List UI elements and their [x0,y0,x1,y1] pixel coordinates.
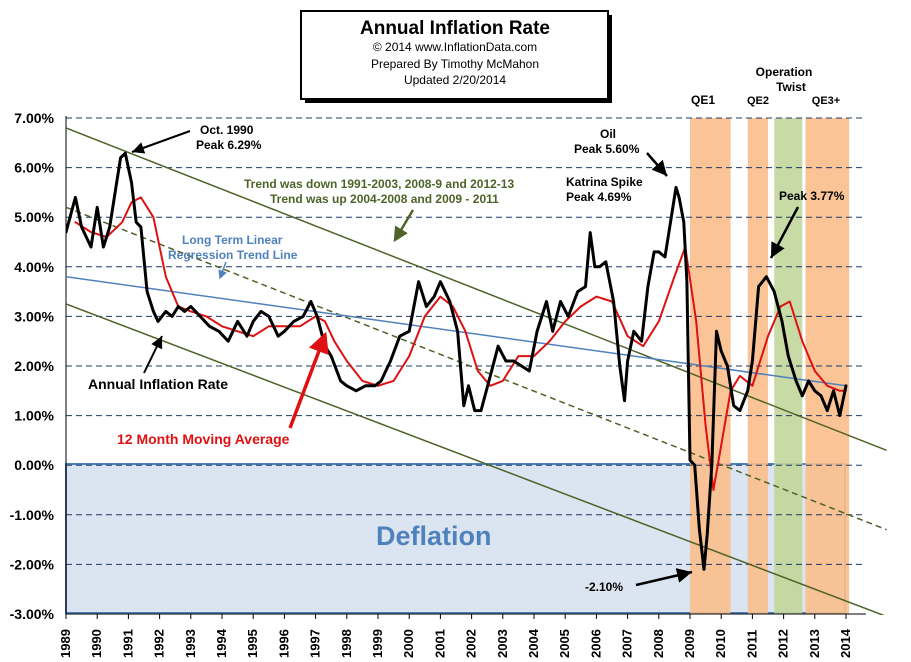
x-tick-label: 1989 [58,629,73,658]
x-tick-label: 1991 [120,629,135,658]
y-tick-label: 4.00% [14,259,54,275]
x-tick-label: 1997 [308,629,323,658]
y-tick-label: 3.00% [14,308,54,324]
y-tick-label: 0.00% [14,457,54,473]
oil-peak-label: Peak 5.60% [574,142,640,156]
oil-label: Oil [600,127,616,141]
annual-series-arrow [143,335,163,374]
x-tick-label: 1995 [245,629,260,658]
x-tick-label: 1996 [276,629,291,658]
trend-note-2: Trend was up 2004-2008 and 2009 - 2011 [270,192,499,206]
y-tick-label: 6.00% [14,160,54,176]
y-tick-label: -3.00% [10,606,55,622]
regression-label-1: Long Term Linear [182,233,283,247]
x-tick-label: 2000 [401,629,416,658]
moving-avg-arrow [288,331,329,429]
katrina-label: Katrina Spike [566,175,643,189]
x-tick-label: 2004 [526,628,541,658]
y-tick-label: -1.00% [10,507,55,523]
moving-avg-label: 12 Month Moving Average [117,431,290,447]
x-tick-label: 1993 [183,629,198,658]
x-tick-label: 2001 [432,629,447,658]
op-twist-label-2: Twist [776,80,806,94]
trough-arrow [635,568,693,587]
x-tick-label: 1999 [370,629,385,658]
qe2-label: QE2 [747,95,769,107]
chart-copyright: © 2014 www.InflationData.com [373,40,537,54]
op-twist-label-1: Operation [756,65,813,79]
oct1990-label: Oct. 1990 [200,123,254,137]
annual-inflation-line [66,151,848,571]
peak377-arrow [769,206,800,259]
x-tick-label: 2010 [713,629,728,658]
regression-label-2: Regression Trend Line [168,248,298,262]
chart-prepared: Prepared By Timothy McMahon [371,57,539,71]
x-tick-labels: 1989 1990 1991 1992 1993 1994 1995 1996 1997 1998… [58,614,853,658]
x-tick-label: 2009 [682,629,697,658]
x-tick-label: 2008 [651,629,666,658]
regression-arrow [218,261,227,280]
annual-series-label: Annual Inflation Rate [88,376,228,392]
x-tick-label: 2011 [744,630,759,658]
y-tick-label: 1.00% [14,408,54,424]
x-tick-label: 2012 [776,629,791,658]
x-tick-label: 2013 [807,629,822,658]
chart-title: Annual Inflation Rate [360,18,550,39]
x-tick-label: 1994 [214,628,229,658]
x-tick-label: 2005 [557,629,572,658]
x-tick-label: 1998 [339,629,354,658]
title-box [300,10,609,100]
peak377-label: Peak 3.77% [779,189,845,203]
y-tick-label: -2.00% [10,556,55,572]
qe3-label: QE3+ [812,95,840,107]
qe1-label: QE1 [691,93,715,107]
x-tick-label: 2014 [838,628,853,658]
katrina-peak-label: Peak 4.69% [566,190,632,204]
y-tick-label: 2.00% [14,358,54,374]
oct1990-arrow [131,130,191,154]
x-tick-label: 2006 [588,629,603,658]
moving-average-line [74,196,847,491]
trough-label: -2.10% [585,580,623,594]
chart-updated: Updated 2/20/2014 [404,73,506,87]
trend-channel-0 [66,127,887,452]
data-series [66,151,848,571]
x-tick-label: 2002 [464,629,479,658]
oct1990-peak-label: Peak 6.29% [196,138,262,152]
y-tick-label: 5.00% [14,209,54,225]
y-tick-labels: 7.00% 6.00% 5.00% 4.00% 3.00% 2.00% 1.00% 0.00%… [10,110,55,622]
oil-arrow [646,152,668,177]
x-tick-label: 2007 [620,629,635,658]
y-tick-label: 7.00% [14,110,54,126]
trend-note-arrow [393,209,415,243]
x-tick-label: 2003 [495,629,510,658]
deflation-label: Deflation [376,521,492,551]
x-tick-label: 1990 [89,629,104,658]
trend-channel-1 [66,303,885,615]
x-tick-label: 1992 [152,629,167,658]
trend-note-1: Trend was down 1991-2003, 2008-9 and 201… [244,177,514,191]
